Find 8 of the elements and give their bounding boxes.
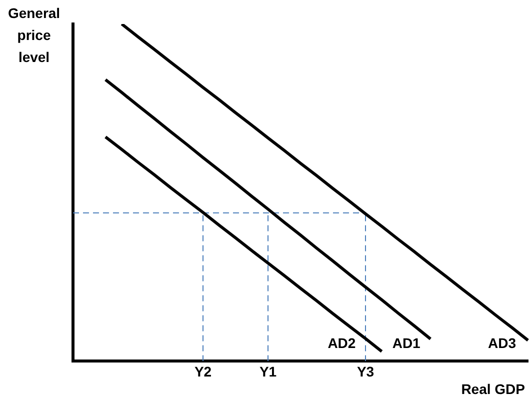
- x-tick-label: Y3: [356, 363, 374, 380]
- x-tick-label: Y1: [259, 363, 277, 380]
- series-label: AD3: [488, 335, 516, 352]
- series-label: AD1: [392, 335, 421, 352]
- y-axis-title: General price level: [8, 4, 60, 65]
- series-label: AD2: [328, 335, 356, 352]
- x-axis-title: Real GDP: [461, 380, 525, 397]
- x-tick-label: Y2: [194, 363, 212, 380]
